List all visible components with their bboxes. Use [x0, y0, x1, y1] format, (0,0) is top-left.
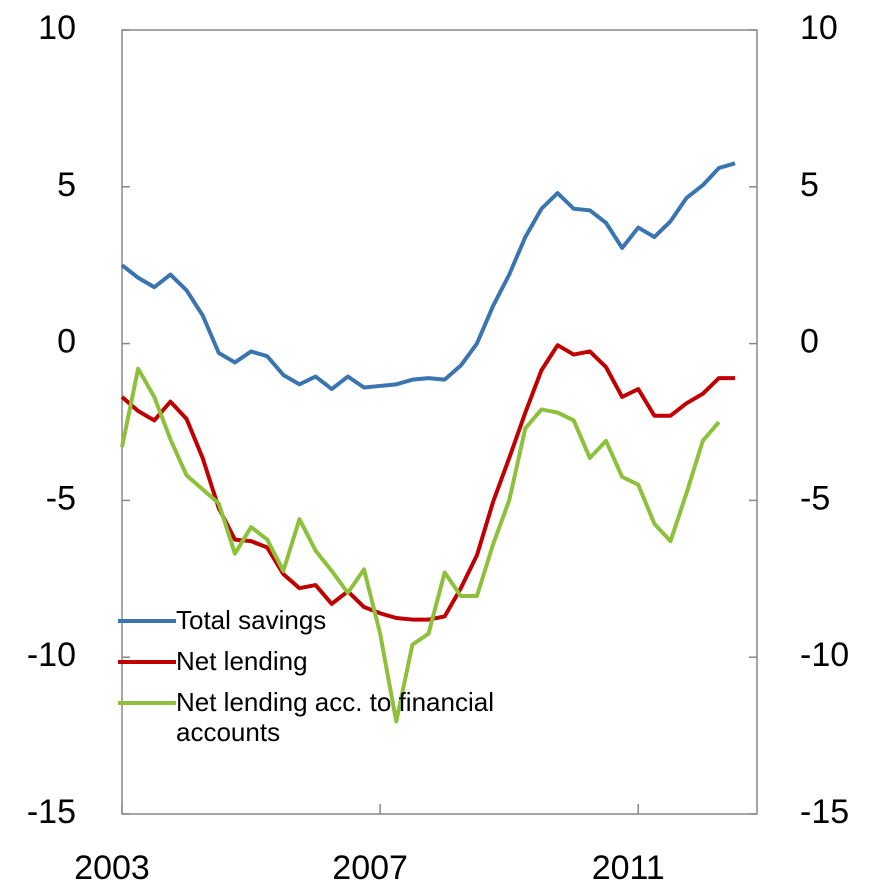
legend-label: Net lending acc. to financial accounts — [176, 687, 494, 747]
y2-tick-label: -10 — [800, 636, 849, 674]
y2-tick-label: 10 — [800, 9, 838, 47]
y-tick-label: -15 — [27, 793, 76, 831]
y2-tick-label: -5 — [800, 479, 830, 517]
legend-swatch — [118, 701, 176, 705]
legend-item: Total savings — [118, 600, 578, 635]
x-tick-label: 2003 — [74, 849, 150, 887]
series-line — [120, 343, 736, 622]
y-tick-label: -10 — [27, 636, 76, 674]
x-tick-label: 2007 — [332, 849, 408, 887]
plot-frame — [121, 29, 758, 815]
y2-tick-label: 0 — [800, 323, 819, 361]
x-tick-label: 2011 — [592, 849, 665, 887]
legend-swatch — [118, 619, 176, 623]
y-tick-label: 10 — [38, 9, 76, 47]
y2-tick-label: 5 — [800, 166, 819, 204]
y-tick-label: 0 — [57, 323, 76, 361]
y2-tick-label: -15 — [800, 793, 849, 831]
legend-label: Net lending — [176, 646, 308, 676]
series-line — [120, 161, 736, 392]
legend-item: Net lending acc. to financial accounts — [118, 682, 578, 747]
y-tick-label: 5 — [57, 166, 76, 204]
y-tick-label: -5 — [46, 479, 76, 517]
legend: Total savings Net lending Net lending acc.… — [118, 600, 578, 753]
legend-item: Net lending — [118, 641, 578, 676]
legend-swatch — [118, 660, 176, 664]
series-line — [120, 366, 721, 724]
legend-label: Total savings — [176, 605, 327, 635]
